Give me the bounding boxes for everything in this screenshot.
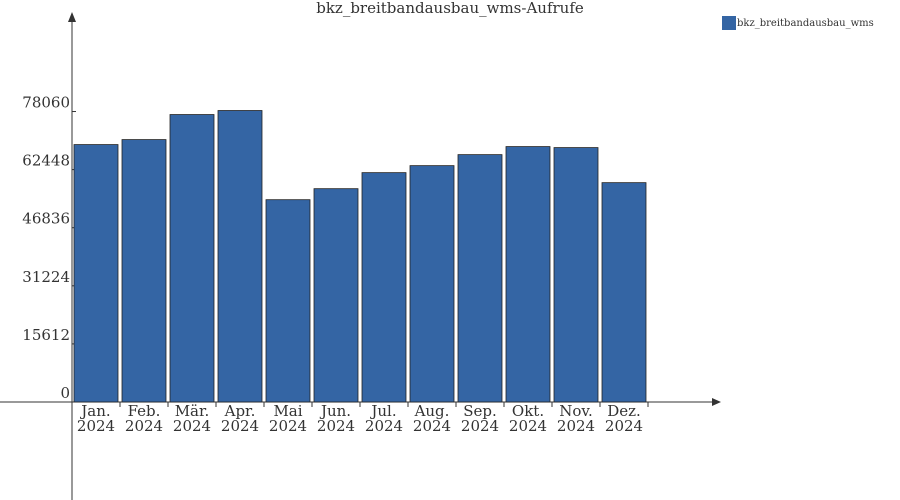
- legend-swatch: [722, 16, 736, 30]
- chart-title: bkz_breitbandausbau_wms-Aufrufe: [316, 0, 584, 17]
- x-arrow: [712, 398, 721, 406]
- bar: [601, 182, 647, 403]
- bar: [361, 172, 407, 403]
- x-tick-label: Apr. 2024: [221, 402, 259, 435]
- x-tick-label: Dez. 2024: [605, 402, 643, 435]
- x-tick-label: Aug. 2024: [413, 402, 451, 435]
- bar: [73, 144, 119, 403]
- y-tick-label: 31224: [22, 268, 70, 286]
- y-tick-label: 62448: [22, 152, 70, 170]
- x-tick-label: Feb. 2024: [125, 402, 163, 435]
- y-tick-label: 15612: [22, 326, 70, 344]
- x-tick-label: Mai 2024: [269, 402, 307, 435]
- bar: [169, 114, 215, 403]
- bar: [457, 154, 503, 403]
- legend-label: bkz_breitbandausbau_wms: [737, 18, 874, 29]
- bar: [217, 110, 263, 403]
- bar: [553, 147, 599, 403]
- x-tick-label: Sep. 2024: [461, 402, 499, 435]
- x-tick-label: Jun. 2024: [317, 402, 355, 435]
- y-arrow: [68, 12, 76, 22]
- bar: [265, 199, 311, 403]
- x-tick-label: Jan. 2024: [77, 402, 115, 435]
- x-tick-label: Nov. 2024: [557, 402, 595, 435]
- x-tick-label: Mär. 2024: [173, 402, 211, 435]
- bar: [313, 188, 359, 403]
- bar: [409, 165, 455, 403]
- y-tick-label: 46836: [22, 210, 70, 228]
- y-tick-label: 0: [60, 384, 70, 402]
- x-tick-label: Jul. 2024: [365, 402, 403, 435]
- bar: [505, 146, 551, 403]
- x-tick-label: Okt. 2024: [509, 402, 547, 435]
- y-tick-label: 78060: [22, 94, 70, 112]
- bar: [121, 139, 167, 403]
